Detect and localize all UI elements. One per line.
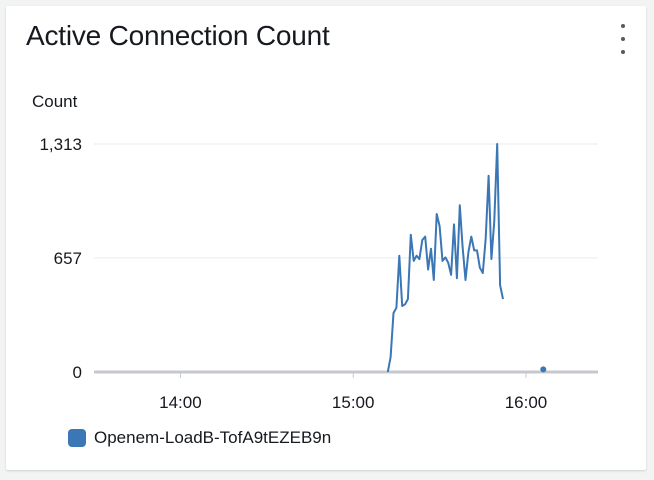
y-tick-label: 0 — [73, 363, 82, 382]
widget-card: Active Connection Count Count 0 657 1,313 1… — [6, 6, 646, 470]
y-axis-label: Count — [32, 92, 78, 111]
series-line — [386, 143, 504, 373]
line-chart: 0 657 1,313 14:00 15:00 16:00 — [39, 135, 598, 412]
legend-item[interactable]: Openem-LoadB-TofA9tEZEB9n — [68, 428, 331, 448]
widget-title: Active Connection Count — [26, 20, 330, 51]
y-tick-label: 1,313 — [39, 135, 82, 154]
x-tick-label: 14:00 — [159, 393, 202, 412]
data-point — [540, 366, 547, 373]
legend-label: Openem-LoadB-TofA9tEZEB9n — [94, 428, 332, 447]
x-tick-label: 16:00 — [505, 393, 548, 412]
x-tick-label: 15:00 — [332, 393, 375, 412]
legend-swatch — [68, 429, 86, 447]
y-tick-label: 657 — [54, 249, 82, 268]
more-vertical-icon[interactable] — [616, 24, 630, 54]
